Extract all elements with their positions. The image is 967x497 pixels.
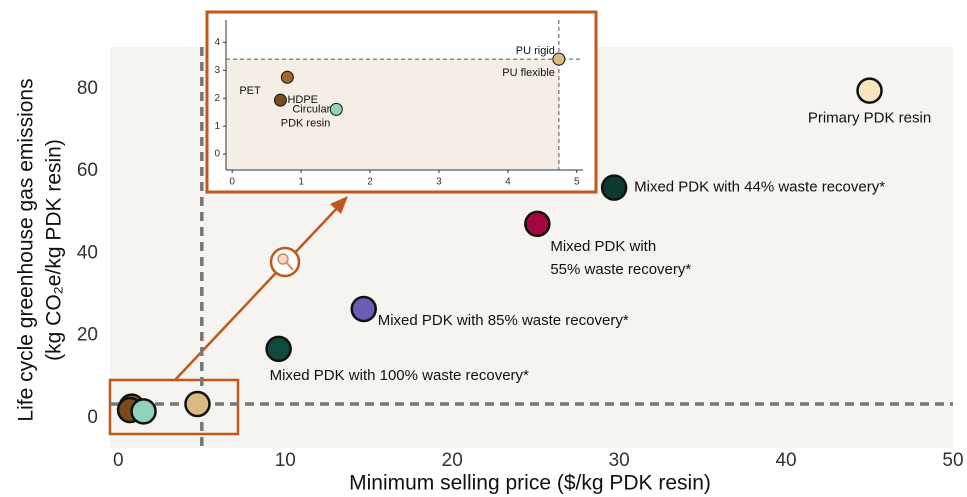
point <box>856 77 883 104</box>
y-tick-label: 0 <box>214 149 220 160</box>
y-tick-label: 40 <box>77 242 98 263</box>
x-tick-label: 0 <box>113 450 124 471</box>
y-tick-label: 60 <box>77 160 98 181</box>
y-tick-label: 4 <box>214 37 220 48</box>
point-label: PET <box>239 85 261 97</box>
point <box>130 398 157 425</box>
arrow-head <box>330 196 348 214</box>
magnifier-handle <box>286 262 294 271</box>
y-tick-label: 0 <box>87 407 98 428</box>
point-label: PU flexible <box>502 67 555 79</box>
point <box>280 70 294 84</box>
point-label: Mixed PDK with 85% waste recovery* <box>378 312 629 329</box>
point <box>600 174 628 201</box>
point-label: PDK resin <box>281 117 331 129</box>
y-tick-label: 1 <box>214 121 220 132</box>
point <box>329 102 343 116</box>
y-tick-label: 3 <box>214 65 220 76</box>
point <box>524 210 551 238</box>
x-axis-label: Minimum selling price ($/kg PDK resin) <box>349 472 711 495</box>
point-label: PU rigid <box>516 45 555 57</box>
x-tick-label: 10 <box>275 450 296 471</box>
y-tick-label: 80 <box>77 78 98 99</box>
point <box>265 335 292 363</box>
point <box>552 52 566 66</box>
y-tick-label: 2 <box>214 93 220 104</box>
x-tick-label: 5 <box>574 177 580 188</box>
point-label: Mixed PDK with <box>550 238 656 255</box>
point-label: Primary PDK resin <box>808 110 931 127</box>
point-label: 55% waste recovery* <box>550 261 691 278</box>
y-axis-label: (kg CO₂e/kg PDK resin) <box>43 139 66 361</box>
x-tick-label: 3 <box>436 177 442 188</box>
x-tick-label: 30 <box>609 450 630 471</box>
point <box>273 93 287 107</box>
x-tick-label: 50 <box>942 450 963 471</box>
point-label: HDPE <box>287 94 318 106</box>
point-label: Circular <box>292 103 330 115</box>
point-label: Mixed PDK with 44% waste recovery* <box>634 179 885 196</box>
zoom-box <box>108 378 240 436</box>
y-axis-label: Life cycle greenhouse gas emissions <box>15 78 38 421</box>
x-tick-label: 2 <box>367 177 373 188</box>
magnifier-lens <box>277 253 289 265</box>
x-tick-label: 20 <box>442 450 463 471</box>
y-tick-label: 20 <box>77 325 98 346</box>
x-tick-label: 0 <box>229 177 235 188</box>
x-tick-label: 4 <box>505 177 511 188</box>
point <box>184 390 211 418</box>
point-label: Mixed PDK with 100% waste recovery* <box>270 367 529 384</box>
x-tick-label: 1 <box>298 177 304 188</box>
x-tick-label: 40 <box>775 450 796 471</box>
point <box>350 295 377 323</box>
